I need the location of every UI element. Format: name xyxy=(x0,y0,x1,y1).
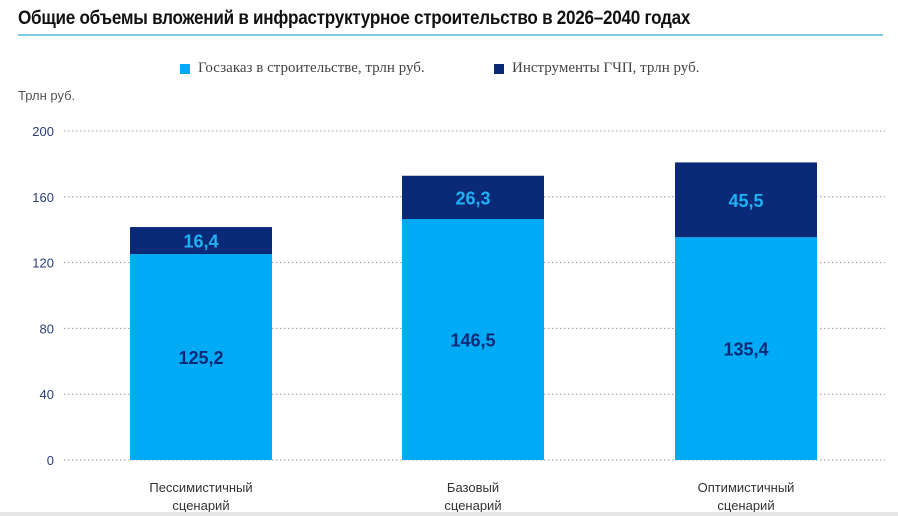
bar-segment-goszakaz xyxy=(675,237,817,460)
data-label: 16,4 xyxy=(183,232,218,252)
x-tick-label: Оптимистичный xyxy=(698,480,795,495)
y-tick-label: 80 xyxy=(40,321,54,336)
title-divider xyxy=(18,34,883,36)
y-axis-label: Трлн руб. xyxy=(18,88,76,103)
x-tick-label: Базовый xyxy=(447,480,499,495)
legend-label: Госзаказ в строительстве, трлн руб. xyxy=(198,60,425,76)
x-tick-label: Пессимистичный xyxy=(149,480,252,495)
data-label: 146,5 xyxy=(450,331,495,351)
y-tick-label: 40 xyxy=(40,387,54,402)
bar-segment-goszakaz xyxy=(130,254,272,460)
y-tick-label: 200 xyxy=(32,124,54,139)
data-label: 26,3 xyxy=(455,188,490,208)
legend-label: Инструменты ГЧП, трлн руб. xyxy=(512,60,700,76)
y-tick-label: 120 xyxy=(32,256,54,271)
legend-swatch xyxy=(494,63,504,74)
bar-segment-gchp xyxy=(130,227,272,255)
bar-segment-goszakaz xyxy=(402,219,544,460)
data-label: 125,2 xyxy=(178,348,223,368)
y-tick-label: 0 xyxy=(47,453,54,468)
data-label: 45,5 xyxy=(728,191,763,211)
data-label: 135,4 xyxy=(723,340,768,360)
legend-item-goszakaz: Госзаказ в строительстве, трлн руб. xyxy=(180,60,425,77)
legend-swatch xyxy=(180,63,190,74)
y-tick-label: 160 xyxy=(32,190,54,205)
x-tick-label: сценарий xyxy=(717,498,774,513)
bar-segment-gchp xyxy=(675,162,817,238)
chart-title: Общие объемы вложений в инфраструктурное… xyxy=(18,8,691,29)
bottom-border xyxy=(0,512,898,516)
legend-item-gchp: Инструменты ГЧП, трлн руб. xyxy=(494,60,699,77)
x-tick-label: сценарий xyxy=(172,498,229,513)
bar-segment-gchp xyxy=(402,175,544,220)
x-tick-label: сценарий xyxy=(444,498,501,513)
